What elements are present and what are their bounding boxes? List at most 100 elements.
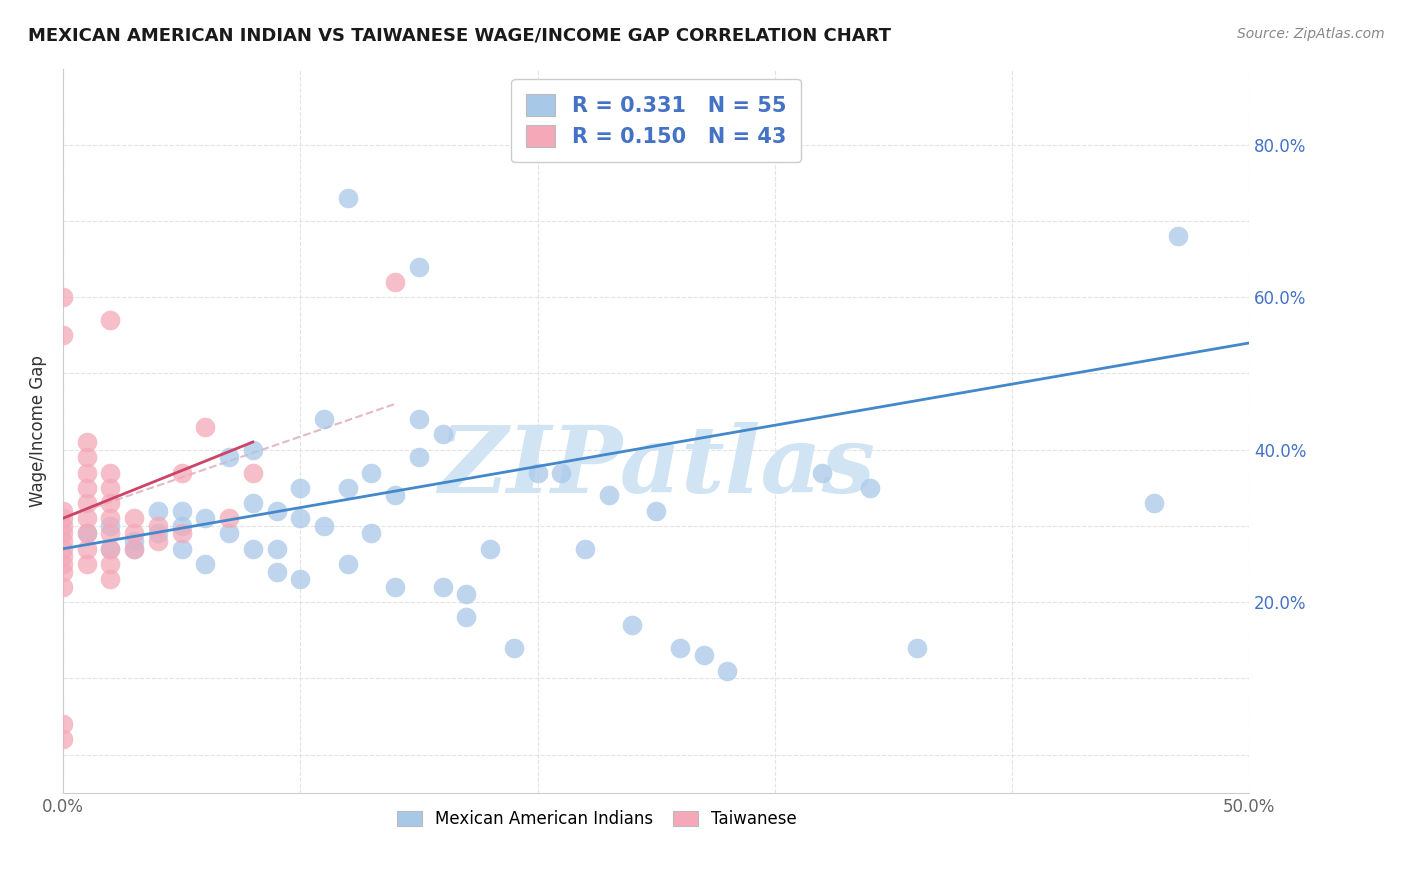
Point [170,466,193,480]
Point [52,717,75,731]
Point [52,328,75,343]
Point [290,511,312,525]
Point [218,450,240,465]
Point [621,618,644,632]
Point [52,732,75,747]
Point [905,640,928,655]
Point [76,541,98,556]
Point [194,511,217,525]
Point [122,511,145,525]
Point [669,640,692,655]
Point [100,466,122,480]
Text: MEXICAN AMERICAN INDIAN VS TAIWANESE WAGE/INCOME GAP CORRELATION CHART: MEXICAN AMERICAN INDIAN VS TAIWANESE WAG… [28,27,891,45]
Point [1167,229,1189,244]
Point [716,664,738,678]
Point [170,519,193,533]
Point [52,503,75,517]
Point [1143,496,1166,510]
Point [52,290,75,304]
Point [76,481,98,495]
Point [146,526,169,541]
Point [100,313,122,327]
Point [52,580,75,594]
Point [266,541,288,556]
Text: ZIPatlas: ZIPatlas [437,422,875,512]
Point [76,557,98,571]
Point [76,466,98,480]
Point [266,565,288,579]
Point [242,442,264,457]
Point [100,572,122,586]
Point [100,541,122,556]
Point [76,511,98,525]
Point [76,435,98,450]
Point [170,526,193,541]
Point [859,481,882,495]
Point [384,488,406,502]
Point [100,519,122,533]
Point [574,541,596,556]
Point [122,541,145,556]
Point [526,466,548,480]
Point [336,481,359,495]
Point [100,526,122,541]
Point [290,481,312,495]
Point [52,511,75,525]
Point [456,610,478,624]
Point [100,481,122,495]
Point [360,526,382,541]
Point [52,526,75,541]
Point [76,496,98,510]
Point [76,450,98,465]
Point [336,191,359,205]
Point [290,572,312,586]
Point [692,648,714,663]
Point [598,488,620,502]
Point [242,496,264,510]
Y-axis label: Wage/Income Gap: Wage/Income Gap [30,355,46,507]
Point [194,557,217,571]
Point [360,466,382,480]
Point [218,511,240,525]
Point [76,526,98,541]
Point [384,275,406,289]
Point [122,526,145,541]
Point [146,503,169,517]
Point [100,541,122,556]
Point [52,541,75,556]
Point [170,541,193,556]
Point [242,466,264,480]
Text: Source: ZipAtlas.com: Source: ZipAtlas.com [1237,27,1385,41]
Point [146,519,169,533]
Legend: Mexican American Indians, Taiwanese: Mexican American Indians, Taiwanese [389,804,804,835]
Point [122,534,145,549]
Point [170,503,193,517]
Point [408,412,430,426]
Point [122,541,145,556]
Point [266,503,288,517]
Point [550,466,572,480]
Point [52,549,75,564]
Point [194,419,217,434]
Point [312,519,335,533]
Point [218,526,240,541]
Point [312,412,335,426]
Point [336,557,359,571]
Point [408,450,430,465]
Point [242,541,264,556]
Point [502,640,524,655]
Point [52,557,75,571]
Point [100,511,122,525]
Point [76,526,98,541]
Point [100,496,122,510]
Point [384,580,406,594]
Point [456,587,478,601]
Point [408,260,430,274]
Point [432,427,454,442]
Point [52,519,75,533]
Point [52,565,75,579]
Point [52,534,75,549]
Point [100,557,122,571]
Point [479,541,502,556]
Point [146,534,169,549]
